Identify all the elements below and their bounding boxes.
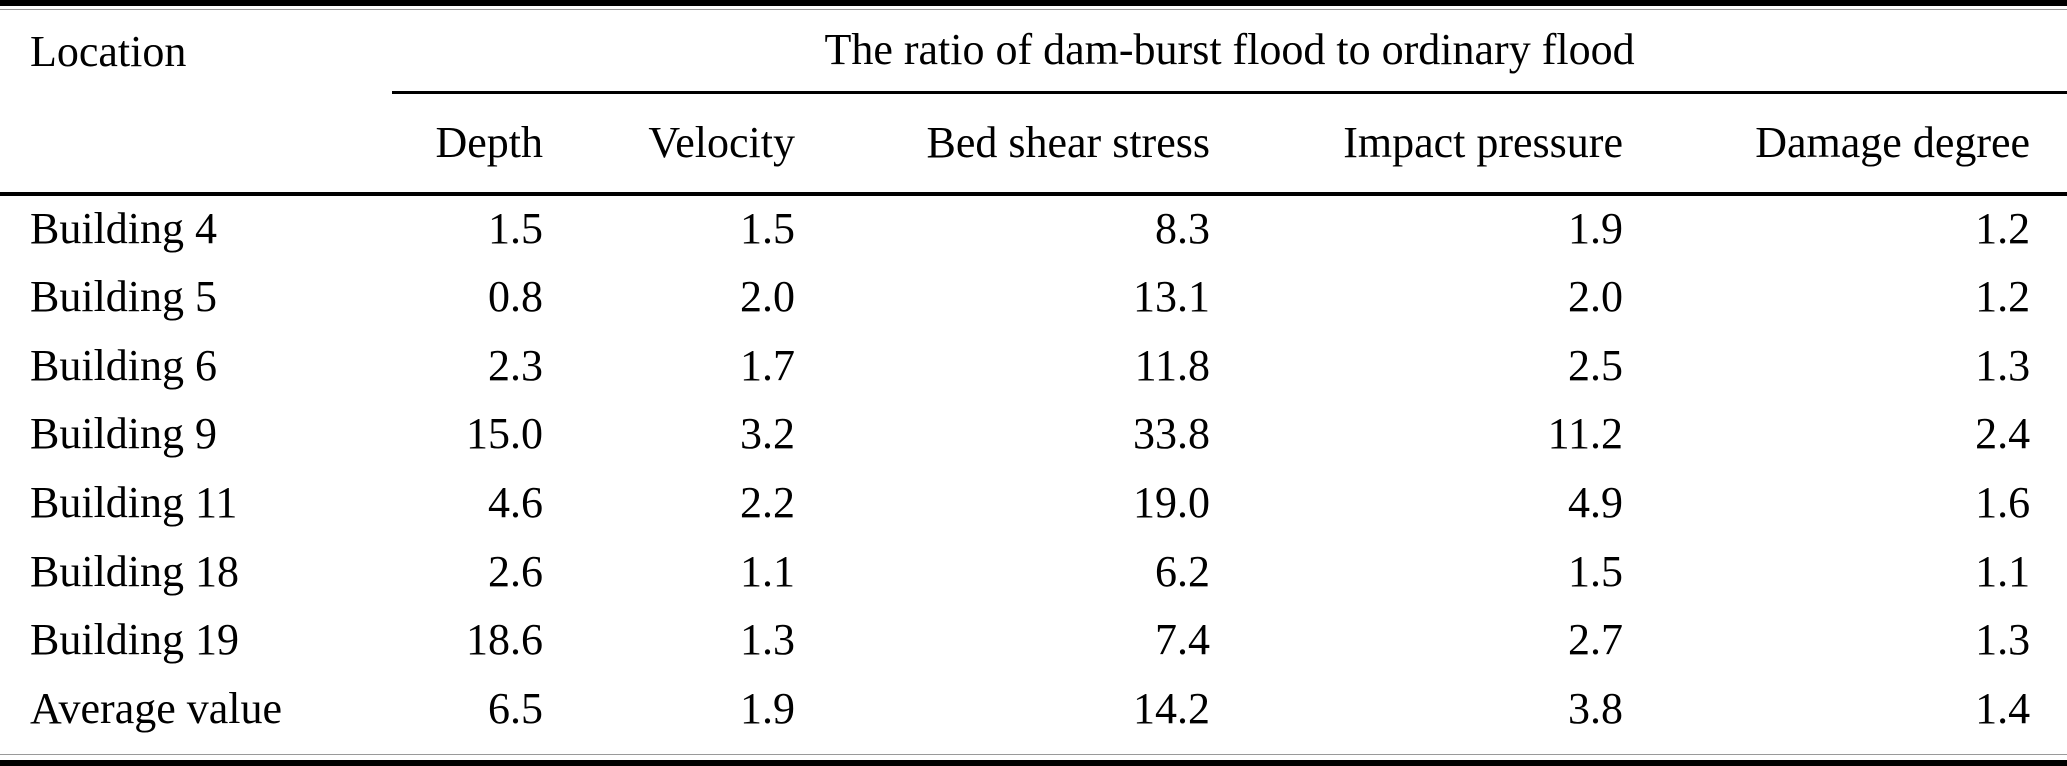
column-header-velocity: Velocity xyxy=(543,92,795,196)
group-header-row: Location The ratio of dam-burst flood to… xyxy=(0,10,2067,196)
table-row: Building 6 2.3 1.7 11.8 2.5 1.3 xyxy=(0,331,2067,400)
top-thin-rule xyxy=(0,9,2067,10)
table-row: Building 18 2.6 1.1 6.2 1.5 1.1 xyxy=(0,537,2067,606)
column-header-damage-degree: Damage degree xyxy=(1623,92,2067,196)
velocity-cell: 1.5 xyxy=(740,204,795,254)
location-column-header: Location xyxy=(0,10,392,196)
depth-cell: 0.8 xyxy=(488,271,543,321)
damage-degree-cell: 1.3 xyxy=(1975,340,2031,390)
location-cell: Building 11 xyxy=(30,477,238,527)
impact-pressure-cell: 11.2 xyxy=(1547,409,1623,459)
impact-pressure-cell: 1.5 xyxy=(1568,546,1623,596)
bed-shear-stress-cell: 14.2 xyxy=(1133,683,1210,733)
table-row: Building 5 0.8 2.0 13.1 2.0 1.2 xyxy=(0,263,2067,332)
impact-pressure-cell: 1.9 xyxy=(1568,204,1623,254)
damage-degree-cell: 1.6 xyxy=(1975,477,2031,527)
velocity-cell: 3.2 xyxy=(740,409,795,459)
depth-cell: 4.6 xyxy=(488,477,543,527)
column-header-impact-pressure: Impact pressure xyxy=(1210,92,1623,196)
bed-shear-stress-cell: 19.0 xyxy=(1133,477,1210,527)
sub-header-row: Depth Velocity Bed shear stress Impact p… xyxy=(0,92,2067,196)
impact-pressure-cell: 2.5 xyxy=(1568,340,1623,390)
velocity-cell: 1.3 xyxy=(740,615,795,665)
table-row: Average value 6.5 1.9 14.2 3.8 1.4 xyxy=(0,675,2067,744)
location-cell: Building 18 xyxy=(30,546,240,596)
bed-shear-stress-cell: 7.4 xyxy=(1155,615,1210,665)
location-cell: Building 19 xyxy=(30,615,240,665)
damage-degree-cell: 1.2 xyxy=(1975,204,2031,254)
bed-shear-stress-cell: 8.3 xyxy=(1155,204,1210,254)
group-column-header: The ratio of dam-burst flood to ordinary… xyxy=(392,10,2067,94)
column-header-depth: Depth xyxy=(392,92,543,196)
location-cell: Building 6 xyxy=(30,340,218,390)
location-cell: Building 9 xyxy=(30,409,218,459)
velocity-cell: 1.9 xyxy=(740,683,795,733)
depth-cell: 18.6 xyxy=(466,615,543,665)
location-cell: Average value xyxy=(30,683,283,733)
bottom-thin-rule xyxy=(0,754,2067,755)
bed-shear-stress-cell: 6.2 xyxy=(1155,546,1210,596)
velocity-cell: 1.7 xyxy=(740,340,795,390)
bed-shear-stress-cell: 11.8 xyxy=(1134,340,1210,390)
impact-pressure-cell: 2.7 xyxy=(1568,615,1623,665)
impact-pressure-cell: 2.0 xyxy=(1568,271,1623,321)
table-row: Building 4 1.5 1.5 8.3 1.9 1.2 xyxy=(0,194,2067,263)
ratio-table: Location The ratio of dam-burst flood to… xyxy=(0,10,2067,744)
depth-cell: 2.6 xyxy=(488,546,543,596)
velocity-cell: 1.1 xyxy=(740,546,795,596)
damage-degree-cell: 2.4 xyxy=(1975,409,2031,459)
table-row: Building 11 4.6 2.2 19.0 4.9 1.6 xyxy=(0,469,2067,538)
depth-cell: 2.3 xyxy=(488,340,543,390)
location-cell: Building 4 xyxy=(30,204,218,254)
damage-degree-cell: 1.2 xyxy=(1975,271,2031,321)
location-cell: Building 5 xyxy=(30,271,218,321)
depth-cell: 1.5 xyxy=(488,204,543,254)
impact-pressure-cell: 4.9 xyxy=(1568,477,1623,527)
bottom-thick-rule xyxy=(0,760,2067,766)
depth-cell: 6.5 xyxy=(488,683,543,733)
bed-shear-stress-cell: 13.1 xyxy=(1133,271,1210,321)
table-row: Building 19 18.6 1.3 7.4 2.7 1.3 xyxy=(0,606,2067,675)
damage-degree-cell: 1.4 xyxy=(1975,683,2031,733)
top-thick-rule xyxy=(0,0,2067,6)
column-header-bed-shear-stress: Bed shear stress xyxy=(795,92,1210,196)
table-row: Building 9 15.0 3.2 33.8 11.2 2.4 xyxy=(0,400,2067,469)
bed-shear-stress-cell: 33.8 xyxy=(1133,409,1210,459)
velocity-cell: 2.0 xyxy=(740,271,795,321)
impact-pressure-cell: 3.8 xyxy=(1568,683,1623,733)
damage-degree-cell: 1.3 xyxy=(1975,615,2031,665)
damage-degree-cell: 1.1 xyxy=(1975,546,2031,596)
depth-cell: 15.0 xyxy=(466,409,543,459)
velocity-cell: 2.2 xyxy=(740,477,795,527)
